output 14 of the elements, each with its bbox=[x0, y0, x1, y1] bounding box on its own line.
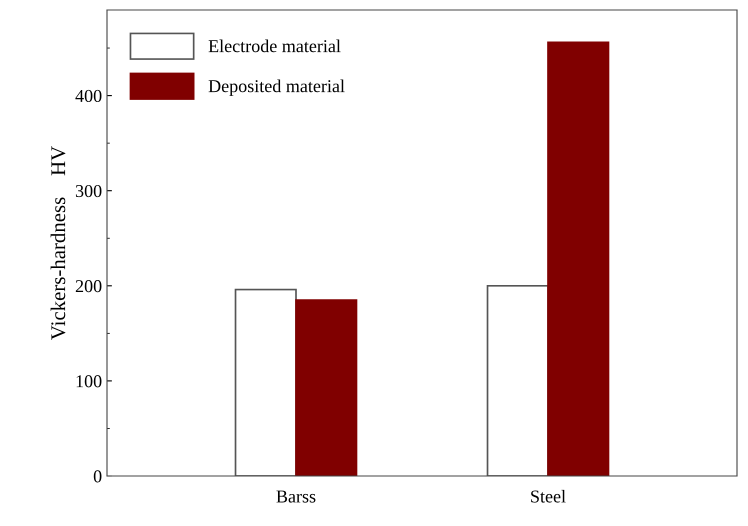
y-tick-label: 300 bbox=[76, 184, 102, 198]
y-tick-label: 200 bbox=[76, 280, 102, 292]
y-tick-label: 100 bbox=[76, 375, 102, 388]
x-tick-label: Barss bbox=[276, 490, 316, 503]
bar bbox=[295, 299, 358, 476]
legend-label: Deposited material bbox=[208, 80, 345, 96]
y-axis-title: Vickers-hardness HV bbox=[50, 146, 66, 340]
y-tick-label: 0 bbox=[94, 470, 102, 482]
bar bbox=[486, 284, 549, 476]
bar bbox=[234, 288, 297, 476]
legend-label: Electrode material bbox=[208, 40, 341, 52]
x-tick-label: Steel bbox=[531, 490, 566, 503]
bar bbox=[547, 42, 610, 476]
y-tick-label: 400 bbox=[75, 90, 102, 102]
